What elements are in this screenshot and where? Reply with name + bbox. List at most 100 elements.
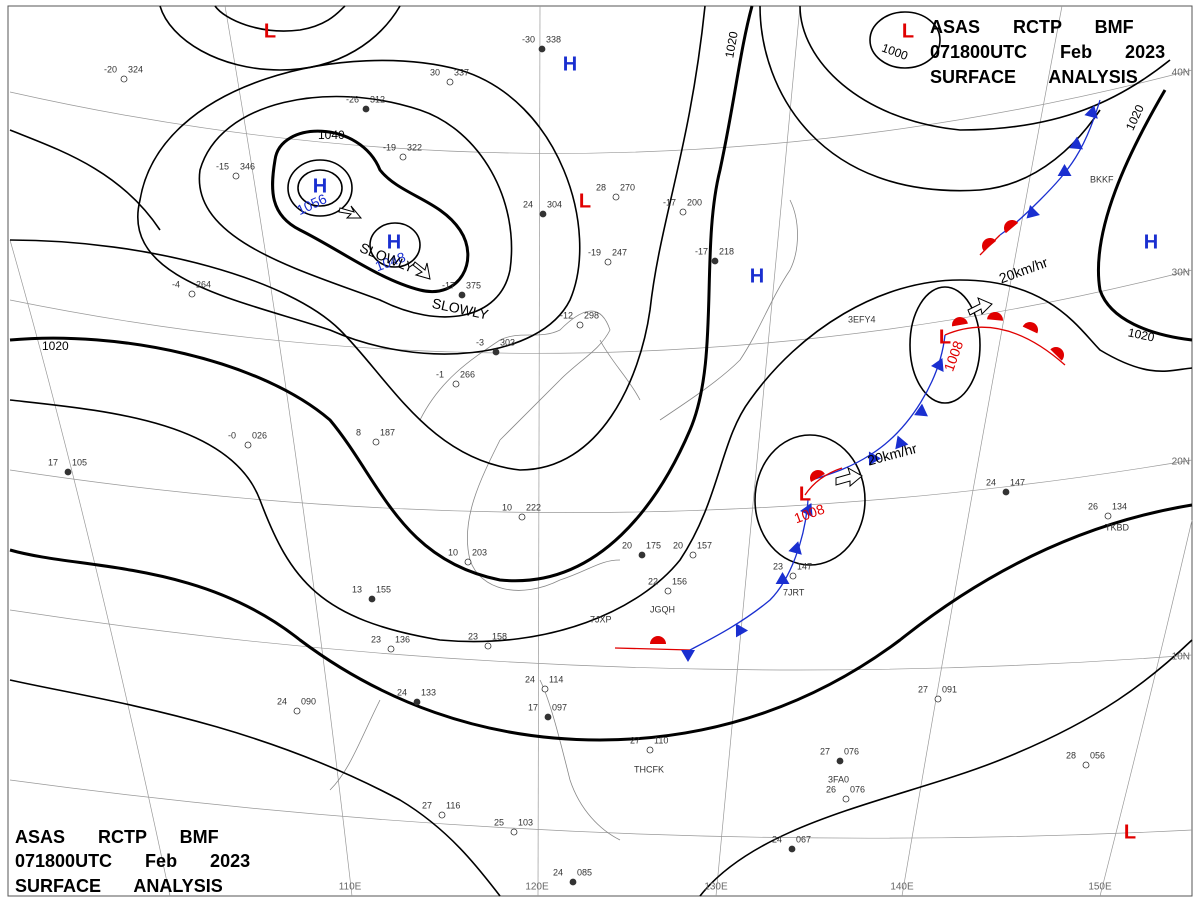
latitude-labels: 40N 30N 20N 10N — [1172, 68, 1190, 663]
station-circle — [510, 828, 518, 836]
station-temperature: 26 — [826, 784, 836, 794]
graticule-line — [9, 239, 171, 897]
station-circle — [539, 210, 547, 218]
station-pressure: 304 — [547, 199, 562, 209]
station-pressure: 076 — [844, 746, 859, 756]
station-temperature: -20 — [104, 64, 117, 74]
isobar — [214, 5, 346, 32]
station-circle — [1082, 761, 1090, 769]
station-pressure: 133 — [421, 687, 436, 697]
station-pressure: 076 — [850, 784, 865, 794]
cold-front-symbol — [1084, 105, 1098, 119]
fronts — [614, 99, 1101, 662]
stations: -30 338 -20 324 30 337 -26 312 -19 322 -15 346 24 304… — [48, 34, 1130, 886]
station-temperature: -1 — [436, 369, 444, 379]
station-pressure: 266 — [460, 369, 475, 379]
station-circle — [544, 713, 552, 721]
latitude-label: 10N — [1172, 652, 1190, 663]
isobar — [869, 11, 941, 69]
station-temperature: -4 — [172, 279, 180, 289]
station-temperature: 13 — [352, 584, 362, 594]
graticule-line — [901, 5, 1063, 897]
station-pressure: 085 — [577, 867, 592, 877]
low-center: L — [902, 20, 914, 42]
warm-front-symbol — [1022, 322, 1038, 334]
warm-front-symbol — [1050, 347, 1064, 361]
graticule-line — [9, 269, 1193, 354]
station-temperature: -3 — [476, 337, 484, 347]
station-pressure: 147 — [797, 561, 812, 571]
isobar — [297, 169, 343, 207]
longitude-label: 130E — [704, 882, 728, 893]
cold-front-symbol — [895, 435, 909, 450]
station-pressure: 375 — [466, 280, 481, 290]
isobar — [759, 5, 1101, 192]
high-center: H — [313, 175, 327, 197]
ship-id: BKKF — [1090, 174, 1114, 184]
longitude-label: 110E — [339, 882, 362, 893]
ship-id: 3EFY4 — [848, 314, 876, 324]
station-circle — [372, 438, 380, 446]
station-pressure: 110 — [654, 735, 668, 745]
isobar — [9, 503, 1193, 742]
station-pressure: 338 — [546, 34, 561, 44]
coastline — [599, 339, 641, 401]
station-pressure: 264 — [196, 279, 211, 289]
header-line: SURFACE ANALYSIS — [15, 876, 223, 896]
front-line — [689, 499, 809, 651]
station-temperature: -19 — [383, 142, 396, 152]
station-temperature: -30 — [522, 34, 535, 44]
station-pressure: 136 — [395, 634, 410, 644]
coastline — [329, 699, 381, 791]
isobar — [159, 5, 401, 71]
station-temperature: 28 — [1066, 750, 1076, 760]
movement-arrow — [835, 466, 863, 488]
station-pressure: 222 — [526, 502, 541, 512]
station-circle — [492, 348, 500, 356]
isobar — [198, 95, 513, 318]
high-center: H — [750, 265, 764, 287]
cold-front-symbol — [800, 503, 813, 517]
front-line — [804, 467, 843, 496]
isobar — [1097, 89, 1193, 342]
cold-front-symbol — [868, 451, 882, 466]
station-temperature: 20 — [673, 540, 683, 550]
station-temperature: -15 — [216, 161, 229, 171]
graticule-line — [9, 459, 1193, 513]
station-circle — [120, 75, 128, 83]
station-pressure: 090 — [301, 696, 316, 706]
cold-front-symbol — [1026, 205, 1040, 219]
station-pressure: 337 — [454, 67, 469, 77]
header-line: ASAS RCTP BMF — [930, 17, 1134, 37]
station-pressure: 322 — [407, 142, 422, 152]
isobar — [9, 679, 501, 897]
station-circle — [538, 45, 546, 53]
ship-id: 7JRT — [783, 587, 805, 597]
station-temperature: 8 — [356, 427, 361, 437]
station-pressure: 218 — [719, 246, 734, 256]
ship-id: 7JXP — [590, 614, 612, 624]
station-circle — [413, 698, 421, 706]
latitude-label: 30N — [1172, 268, 1190, 279]
station-circle — [569, 878, 577, 886]
station-circle — [576, 321, 584, 329]
station-pressure: 056 — [1090, 750, 1105, 760]
station-circle — [842, 795, 850, 803]
station-circle — [789, 572, 797, 580]
station-pressure: 312 — [370, 94, 385, 104]
station-temperature: 27 — [820, 746, 830, 756]
station-circle — [387, 645, 395, 653]
station-temperature: -17 — [695, 246, 708, 256]
station-temperature: -17 — [663, 197, 676, 207]
station-temperature: 27 — [422, 800, 432, 810]
isobar — [9, 129, 161, 231]
station-pressure: 303 — [500, 337, 515, 347]
header-line: ASAS RCTP BMF — [15, 827, 219, 847]
warm-front-symbol — [810, 470, 825, 482]
station-circle — [679, 208, 687, 216]
ship-id: JGQH — [650, 604, 675, 614]
isobar — [287, 159, 353, 217]
station-circle — [518, 513, 526, 521]
station-circle — [934, 695, 942, 703]
